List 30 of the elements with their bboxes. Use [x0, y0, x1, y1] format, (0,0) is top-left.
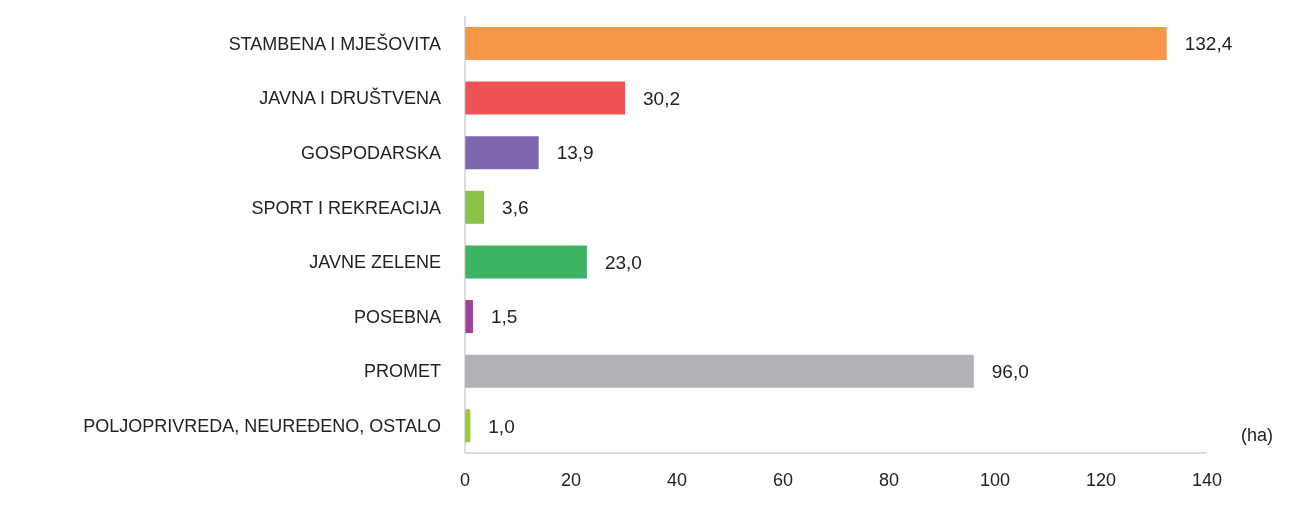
data-label: 13,9	[556, 142, 594, 164]
bar	[465, 245, 587, 279]
x-axis-title: (ha)	[1241, 425, 1274, 445]
y-tick-label: STAMBENA I MJEŠOVITA	[228, 32, 441, 54]
data-label: 1,5	[490, 306, 518, 328]
x-tick-label: 0	[459, 469, 471, 490]
x-tick-label: 140	[1191, 469, 1223, 490]
x-tick-label: 80	[878, 469, 900, 490]
x-tick-label: 40	[666, 469, 688, 490]
x-tick-label: 20	[560, 469, 582, 490]
y-tick-label: JAVNE ZELENE	[309, 252, 441, 273]
bar	[465, 26, 1167, 60]
bar	[465, 81, 626, 115]
data-label: 1,0	[488, 415, 515, 437]
data-label: 23,0	[604, 251, 642, 273]
bar	[465, 136, 539, 170]
data-label: 132,4	[1184, 33, 1233, 55]
y-tick-label: JAVNA I DRUŠTVENA	[259, 87, 441, 109]
y-tick-label: POSEBNA	[353, 306, 441, 327]
data-label: 30,2	[643, 87, 681, 109]
data-label: 96,0	[991, 360, 1029, 382]
y-tick-label: PROMET	[363, 361, 441, 382]
x-tick-label: 120	[1085, 469, 1117, 490]
bar	[465, 190, 485, 224]
x-tick-label: 60	[772, 469, 794, 490]
y-tick-label: POLJOPRIVREDA, NEUREĐENO, OSTALO	[83, 416, 441, 437]
y-tick-label: GOSPODARSKA	[300, 142, 441, 163]
y-tick-label: SPORT I REKREACIJA	[251, 197, 441, 218]
data-label: 3,6	[502, 197, 529, 219]
x-tick-label: 100	[979, 469, 1011, 490]
